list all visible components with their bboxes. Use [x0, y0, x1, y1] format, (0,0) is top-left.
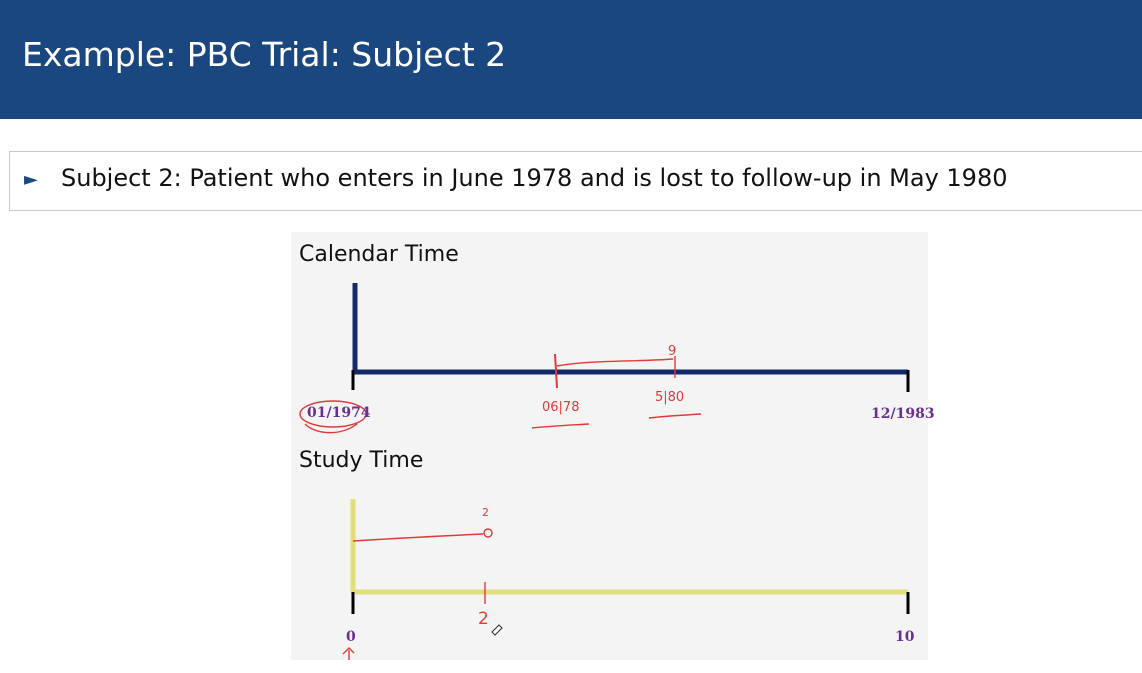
pen-cursor-icon [491, 624, 503, 636]
study-followup-tick-annotation: 2 [478, 609, 489, 629]
calendar-entry-mark [554, 353, 558, 389]
entry-date-annotation: 06|78 [542, 400, 580, 415]
study-start-label: 0 [346, 629, 356, 645]
calendar-followup-curve [556, 358, 674, 367]
timeline-svg [299, 283, 910, 660]
bullet-box: ► Subject 2: Patient who enters in June … [9, 151, 1142, 211]
bullet-text: Subject 2: Patient who enters in June 19… [61, 164, 1008, 192]
calendar-end-label: 12/1983 [871, 406, 935, 422]
calendar-time-label: Calendar Time [299, 242, 459, 267]
calendar-gap-annotation: 9 [668, 344, 677, 359]
calendar-start-label: 01/1974 [307, 405, 371, 421]
entry-label-underline [531, 423, 590, 429]
study-time-label: Study Time [299, 448, 424, 473]
timeline-diagram: Calendar Time 01/1974 12/1983 Study Time… [291, 232, 935, 660]
loss-date-annotation: 5|80 [655, 390, 685, 405]
start-label-underline [304, 423, 358, 434]
bullet-triangle-icon: ► [24, 169, 38, 190]
study-origin-arrow [342, 647, 355, 660]
start-label-circle [299, 400, 367, 428]
study-followup-endpoint [483, 528, 493, 538]
slide-title: Example: PBC Trial: Subject 2 [22, 35, 507, 74]
loss-label-underline [648, 413, 702, 419]
study-followup-top-annotation: 2 [482, 506, 489, 519]
study-end-label: 10 [895, 629, 915, 645]
title-bar: Example: PBC Trial: Subject 2 [0, 0, 1142, 119]
study-followup-line [352, 533, 484, 542]
